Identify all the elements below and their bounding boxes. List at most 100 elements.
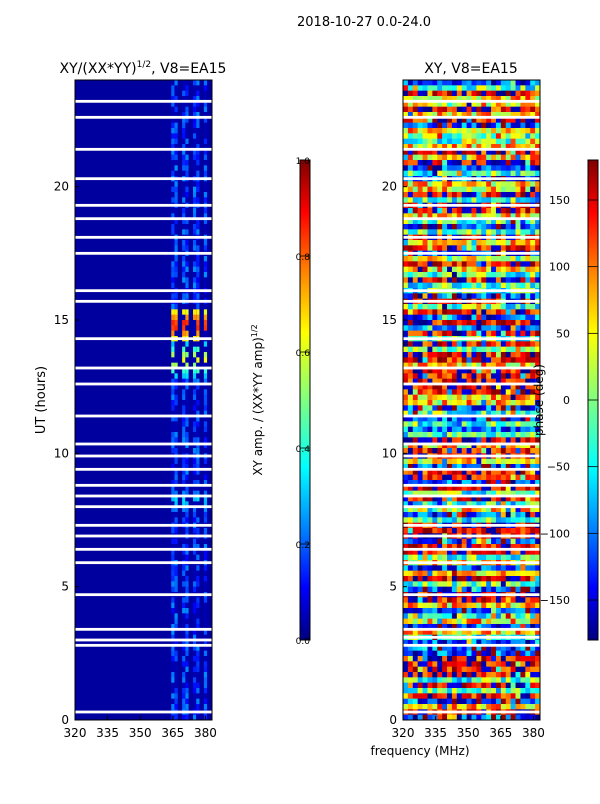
phase-cell bbox=[535, 170, 541, 177]
phase-cell bbox=[520, 389, 526, 395]
amplitude-cell bbox=[185, 613, 189, 619]
phase-cell bbox=[495, 320, 502, 326]
amplitude-cell bbox=[185, 245, 189, 251]
phase-cell bbox=[403, 170, 409, 177]
phase-cell bbox=[451, 410, 458, 417]
phase-cell bbox=[476, 517, 482, 523]
phase-cell bbox=[471, 282, 477, 289]
phase-cell bbox=[520, 549, 526, 555]
phase-cell bbox=[481, 618, 487, 625]
amplitude-cell bbox=[185, 629, 189, 635]
phase-cell bbox=[447, 490, 453, 497]
phase-cell bbox=[407, 485, 414, 491]
phase-cell bbox=[461, 277, 467, 283]
phase-cell bbox=[530, 144, 536, 150]
phase-cell bbox=[437, 704, 443, 710]
phase-cell bbox=[471, 666, 477, 673]
phase-cell bbox=[476, 389, 482, 395]
phase-cell bbox=[486, 469, 492, 475]
phase-cell bbox=[525, 160, 531, 166]
phase-cell bbox=[407, 256, 414, 262]
phase-cell bbox=[476, 117, 482, 123]
phase-cell bbox=[491, 586, 497, 593]
phase-cell bbox=[412, 368, 418, 374]
phase-cell bbox=[476, 165, 482, 171]
amplitude-cell bbox=[182, 618, 186, 625]
phase-cell bbox=[476, 538, 482, 545]
phase-cell bbox=[535, 538, 541, 545]
phase-cell bbox=[486, 384, 492, 390]
phase-cell bbox=[403, 165, 409, 171]
phase-cell bbox=[461, 682, 467, 689]
phase-cell bbox=[451, 112, 458, 118]
phase-cell bbox=[495, 224, 502, 230]
phase-cell bbox=[515, 245, 521, 251]
phase-cell bbox=[407, 122, 414, 129]
phase-cell bbox=[520, 293, 526, 299]
phase-cell bbox=[437, 698, 443, 705]
phase-cell bbox=[466, 688, 472, 694]
phase-cell bbox=[476, 373, 482, 379]
phase-cell bbox=[510, 480, 516, 486]
phase-cell bbox=[442, 554, 448, 561]
phase-cell bbox=[471, 677, 477, 683]
phase-cell bbox=[422, 261, 428, 267]
phase-cell bbox=[412, 309, 418, 315]
phase-cell bbox=[422, 474, 428, 481]
phase-cell bbox=[500, 496, 507, 502]
phase-cell bbox=[525, 448, 531, 454]
phase-cell bbox=[466, 112, 472, 118]
phase-cell bbox=[451, 149, 458, 155]
phase-cell bbox=[417, 490, 423, 497]
phase-cell bbox=[461, 517, 467, 523]
phase-cell bbox=[447, 656, 453, 662]
phase-cell bbox=[427, 224, 433, 230]
amplitude-cell bbox=[171, 277, 175, 283]
phase-cell bbox=[451, 586, 458, 593]
phase-cell bbox=[495, 421, 502, 427]
phase-cell bbox=[432, 272, 438, 278]
phase-cell bbox=[451, 325, 458, 331]
amplitude-cell bbox=[185, 426, 189, 433]
phase-cell bbox=[447, 229, 453, 235]
phase-cell bbox=[481, 272, 487, 278]
phase-cell bbox=[515, 112, 521, 118]
amplitude-cell bbox=[193, 501, 197, 507]
phase-cell bbox=[491, 330, 497, 337]
phase-cell bbox=[451, 458, 458, 465]
amplitude-cell bbox=[182, 277, 186, 283]
phase-cell bbox=[407, 629, 414, 635]
amplitude-cell bbox=[193, 661, 197, 667]
amplitude-cell bbox=[203, 240, 208, 246]
phase-cell bbox=[486, 426, 492, 433]
y-tick-label: 20 bbox=[382, 180, 397, 194]
phase-cell bbox=[505, 144, 511, 150]
phase-cell bbox=[530, 368, 536, 374]
phase-cell bbox=[520, 192, 526, 198]
phase-cell bbox=[422, 618, 428, 625]
phase-cell bbox=[412, 581, 418, 587]
phase-cell bbox=[432, 304, 438, 310]
amplitude-cell bbox=[203, 506, 208, 513]
phase-cell bbox=[403, 576, 409, 582]
amplitude-cell bbox=[182, 437, 186, 443]
phase-cell bbox=[461, 512, 467, 518]
phase-cell bbox=[520, 474, 526, 481]
x-tick-label: 380 bbox=[522, 726, 545, 740]
phase-cell bbox=[456, 277, 463, 283]
phase-cell bbox=[417, 133, 423, 139]
phase-cell bbox=[510, 112, 516, 118]
phase-cell bbox=[535, 698, 541, 705]
amplitude-cell bbox=[185, 693, 189, 699]
phase-cell bbox=[427, 160, 433, 166]
phase-cell bbox=[447, 277, 453, 283]
phase-cell bbox=[403, 629, 409, 635]
phase-cell bbox=[466, 544, 472, 550]
phase-cell bbox=[500, 421, 507, 427]
amplitude-cell bbox=[185, 570, 189, 577]
phase-cell bbox=[437, 128, 443, 134]
phase-plot-frame bbox=[402, 79, 541, 721]
phase-cell bbox=[486, 432, 492, 438]
phase-cell bbox=[461, 224, 467, 230]
phase-cell bbox=[456, 693, 463, 699]
